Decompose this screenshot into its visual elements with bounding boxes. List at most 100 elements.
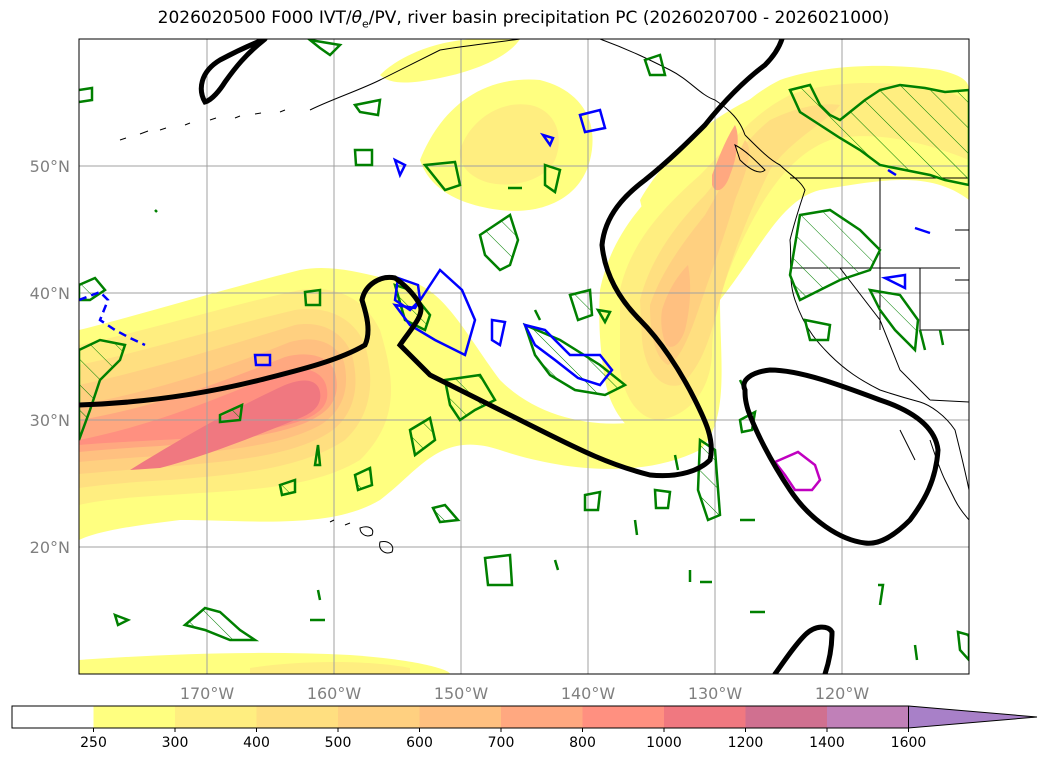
theta-e-neg-contour [522, 323, 614, 387]
theta-e-contour [483, 553, 514, 587]
title-theta: θ [351, 8, 362, 28]
theta-e-contour [79, 338, 127, 441]
lon-label: 170°W [180, 684, 235, 703]
colorbar-segment [745, 706, 828, 728]
vancouver-island [734, 144, 766, 173]
theta-e-contour [79, 86, 94, 104]
theta-e-contour [154, 209, 919, 661]
colorbar-label: 1000 [646, 735, 682, 751]
theta-e-contours [79, 39, 969, 662]
colorbar-outline [11, 705, 909, 729]
lon-label: 140°W [561, 684, 616, 703]
latitude-labels: 50°N 40°N 30°N 20°N [30, 157, 70, 557]
ivt-ne-700 [712, 125, 738, 191]
colorbar-segment [664, 706, 746, 728]
theta-e-contour [422, 160, 462, 192]
map-layers [79, 39, 969, 674]
ivt-north-250 [380, 39, 520, 83]
theta-e-contour [313, 444, 322, 467]
theta-e-neg-contour [880, 168, 931, 291]
colorbar-segment [419, 706, 502, 728]
colorbar-segment [501, 706, 583, 728]
theta-e-contour [543, 163, 562, 195]
theta-e-contour [310, 589, 325, 622]
colorbar-segment [256, 706, 339, 728]
pv-contour-main [79, 39, 785, 479]
theta-e-contour [918, 329, 945, 351]
colorbar-label: 1200 [728, 735, 764, 751]
theta-e-contour [583, 490, 602, 512]
theta-e-negative-contours [79, 108, 931, 387]
map-frame [78, 38, 970, 675]
theta-e-contour [553, 559, 560, 571]
theta-e-contour [533, 309, 542, 321]
theta-e-neg-contour [253, 353, 272, 367]
colorbar-segment [338, 706, 420, 728]
lat-label: 30°N [30, 411, 70, 430]
theta-e-contour [673, 454, 680, 471]
pv-contour-cutoff [741, 367, 941, 546]
theta-e-contour [653, 488, 672, 510]
alaska-coast [309, 39, 746, 136]
longitude-labels: 170°W 160°W 150°W 140°W 130°W 120°W [180, 684, 870, 703]
theta-e-contour [956, 630, 969, 662]
colorbar-label: 250 [80, 735, 107, 751]
colorbar-label: 300 [162, 735, 189, 751]
theta-e-contour [306, 39, 343, 57]
colorbar-label: 1600 [891, 735, 927, 751]
theta-e-contour [478, 213, 520, 272]
theta-e-contour [182, 606, 260, 642]
colorbar-label: 400 [243, 735, 270, 751]
theta-e-contour [633, 519, 712, 584]
theta-e-neg-contour [578, 108, 607, 134]
theta-e-contour [353, 466, 374, 492]
colorbar: 250 300 400 500 600 700 800 1000 1200 1400 1600 [11, 705, 1038, 751]
theta-e-contour [522, 322, 628, 397]
ivt-bottom-300 [250, 662, 410, 674]
ivt-plume-1000 [130, 380, 321, 470]
title-prefix: 2026020500 F000 IVT/ [157, 8, 352, 28]
colorbar-segment [93, 706, 176, 728]
theta-e-contour [750, 583, 885, 614]
theta-e-neg-contour [490, 318, 507, 348]
theta-e-contour [303, 288, 322, 307]
hawaii-islands [329, 519, 394, 554]
theta-e-contour [595, 308, 612, 325]
theta-e-contour [431, 503, 461, 524]
colorbar-segment [582, 706, 665, 728]
title-theta-sub: e [362, 17, 369, 31]
colorbar-segment [175, 706, 257, 728]
pv-contour-nw [198, 39, 268, 105]
title-suffix: /PV, river basin precipitation PC (20260… [368, 8, 890, 28]
colorbar-segment [827, 706, 909, 728]
theta-e-contour [218, 402, 244, 424]
colorbar-segment [12, 706, 94, 728]
theta-e-contour [113, 612, 132, 627]
theta-e-contour [803, 318, 832, 342]
colorbar-label: 500 [325, 735, 352, 751]
ivt-mid-300 [459, 104, 559, 185]
theta-e-contour [568, 288, 594, 322]
colorbar-label: 1400 [809, 735, 845, 751]
theta-e-contour [788, 208, 882, 302]
lon-label: 160°W [307, 684, 362, 703]
baja-coast [899, 429, 969, 521]
lat-label: 40°N [30, 284, 70, 303]
theta-e-contour [408, 416, 437, 458]
pv-contours [79, 39, 941, 674]
ivt-shading [79, 39, 969, 674]
theta-e-neg-contour [393, 276, 422, 312]
lon-label: 150°W [434, 684, 489, 703]
colorbar-label: 600 [406, 735, 433, 751]
lat-label: 50°N [30, 157, 70, 176]
colorbar-extend-arrow [908, 705, 1038, 729]
theta-e-neg-contour [392, 157, 407, 179]
theta-e-contour [867, 288, 920, 353]
theta-e-contour [643, 53, 667, 77]
colorbar-label: 800 [569, 735, 596, 751]
theta-e-neg-contour [539, 132, 555, 148]
theta-e-contour [788, 83, 969, 187]
aleutians [119, 109, 286, 141]
theta-e-contour [352, 98, 382, 117]
